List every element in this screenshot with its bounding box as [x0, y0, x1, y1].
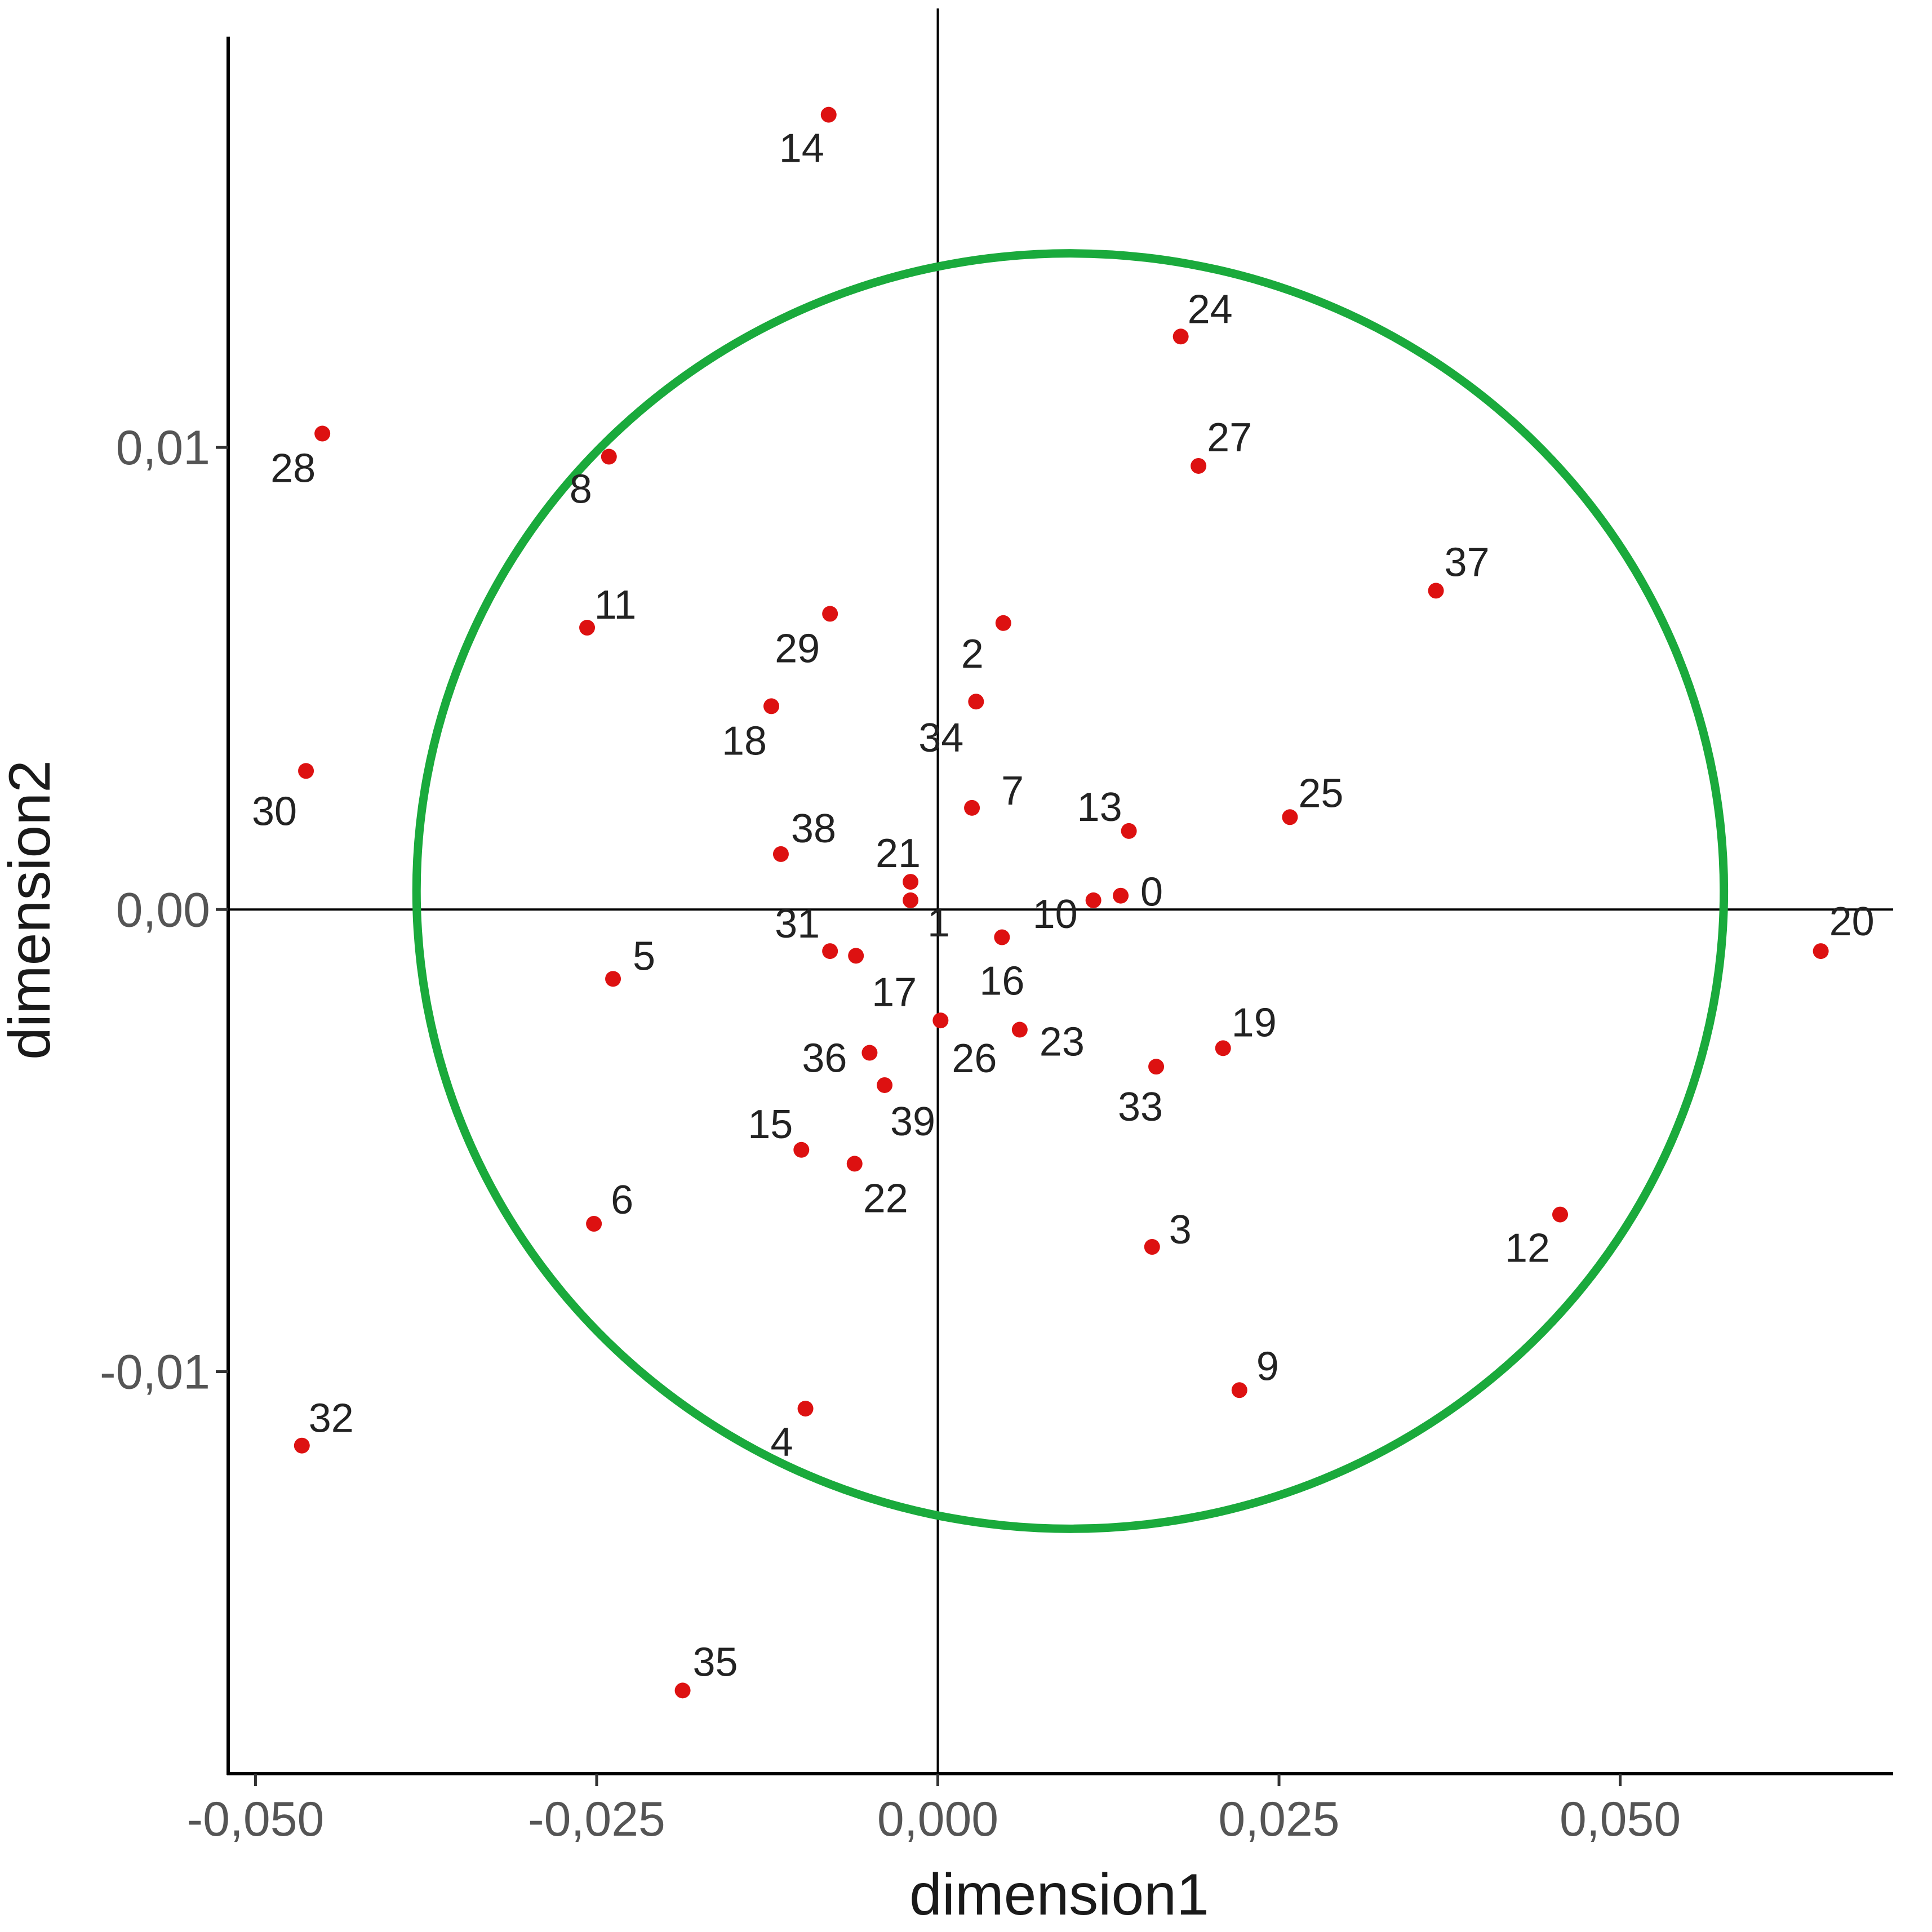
- data-point-label: 39: [890, 1099, 935, 1144]
- data-point: [1428, 583, 1444, 599]
- data-point: [1552, 1206, 1568, 1223]
- data-point-label: 33: [1118, 1085, 1163, 1130]
- data-point-label: 15: [748, 1102, 793, 1147]
- data-point: [877, 1077, 893, 1093]
- data-point-label: 26: [952, 1036, 997, 1081]
- data-point: [994, 929, 1010, 945]
- data-point-label: 25: [1298, 771, 1343, 816]
- data-point-label: 37: [1445, 540, 1490, 585]
- green-circle: [412, 249, 1729, 1533]
- data-point-label: 3: [1169, 1207, 1192, 1253]
- data-point-label: 11: [594, 583, 637, 628]
- data-point: [674, 1682, 691, 1699]
- data-point-label: 16: [979, 959, 1024, 1004]
- data-point: [846, 1156, 863, 1172]
- data-point-label: 38: [791, 806, 836, 851]
- data-point-label: 13: [1077, 785, 1122, 830]
- data-point: [820, 106, 837, 123]
- data-point: [903, 874, 919, 890]
- data-point: [1172, 328, 1189, 345]
- x-tick-label: -0,025: [528, 1792, 665, 1846]
- axes-layer: [226, 37, 1893, 1775]
- data-point: [964, 800, 980, 816]
- x-tick-label: 0,000: [877, 1792, 998, 1846]
- data-point: [797, 1401, 814, 1417]
- data-point-label: 32: [309, 1396, 354, 1441]
- data-point: [605, 971, 621, 987]
- data-point: [1191, 458, 1207, 474]
- reference-lines: [228, 8, 1893, 1774]
- data-point-label: 12: [1505, 1226, 1550, 1271]
- circle-layer: [412, 249, 1729, 1533]
- data-point-label: 35: [693, 1640, 738, 1685]
- data-point: [1121, 823, 1137, 839]
- data-point: [822, 943, 838, 960]
- data-point: [294, 1437, 310, 1454]
- data-point: [1085, 892, 1102, 908]
- data-point-label: 31: [775, 901, 820, 947]
- data-point-label: 18: [722, 718, 767, 763]
- data-point: [1215, 1040, 1231, 1056]
- data-point-label: 20: [1829, 899, 1875, 944]
- data-point-label: 6: [611, 1178, 633, 1223]
- data-point: [586, 1216, 602, 1232]
- data-point-label: 19: [1232, 1000, 1277, 1045]
- points-layer: 0123456789101112131415161718192021222324…: [252, 106, 1875, 1699]
- data-point-label: 4: [771, 1420, 793, 1465]
- data-point-label: 7: [1001, 769, 1024, 814]
- data-point-label: 10: [1033, 892, 1078, 937]
- data-point: [1113, 887, 1129, 904]
- data-point-label: 30: [252, 789, 297, 834]
- data-point-label: 29: [775, 626, 820, 671]
- data-point: [601, 448, 617, 465]
- data-point: [861, 1045, 878, 1061]
- data-point: [314, 425, 331, 442]
- data-point-label: 1: [927, 900, 950, 945]
- data-point-label: 9: [1256, 1344, 1279, 1389]
- data-point-label: 21: [876, 831, 921, 876]
- data-point-label: 27: [1207, 415, 1252, 460]
- data-point-label: 17: [872, 970, 917, 1015]
- y-tick-label: 0,01: [116, 421, 210, 475]
- data-point: [1148, 1059, 1165, 1075]
- y-tick-label: 0,00: [116, 883, 210, 937]
- data-point: [1282, 809, 1298, 825]
- data-point: [298, 763, 314, 779]
- y-axis-title: dimension2: [0, 760, 63, 1060]
- data-point-label: 34: [918, 716, 963, 761]
- data-point-label: 24: [1188, 287, 1233, 332]
- data-point: [793, 1142, 810, 1158]
- ticks-layer: -0,050 -0,025 0,000 0,025 0,050 0,01 0,00 -0,01: [100, 421, 1681, 1846]
- data-point: [763, 698, 780, 714]
- data-point-label: 14: [779, 126, 824, 171]
- data-point-label: 22: [863, 1176, 908, 1221]
- data-point: [995, 615, 1011, 631]
- data-point: [579, 620, 596, 636]
- x-tick-label: 0,050: [1560, 1792, 1681, 1846]
- data-point-label: 2: [961, 632, 984, 677]
- data-point: [903, 892, 919, 908]
- data-point-label: 28: [270, 446, 316, 491]
- data-point: [1231, 1382, 1247, 1398]
- data-point-label: 8: [570, 467, 592, 512]
- x-tick-label: 0,025: [1218, 1792, 1339, 1846]
- x-axis-title: dimension1: [909, 1862, 1209, 1927]
- data-point: [772, 846, 789, 862]
- data-point: [848, 948, 864, 964]
- data-point-label: 36: [802, 1036, 847, 1081]
- data-point: [1011, 1021, 1028, 1038]
- y-tick-label: -0,01: [100, 1345, 210, 1399]
- data-point: [822, 606, 838, 622]
- data-point-label: 23: [1040, 1020, 1085, 1065]
- x-tick-label: -0,050: [187, 1792, 325, 1846]
- data-point-label: 0: [1140, 870, 1163, 915]
- data-point: [1144, 1239, 1160, 1255]
- data-point: [932, 1012, 949, 1029]
- data-point-label: 5: [633, 934, 655, 979]
- data-point: [1813, 943, 1829, 960]
- data-point: [968, 694, 984, 710]
